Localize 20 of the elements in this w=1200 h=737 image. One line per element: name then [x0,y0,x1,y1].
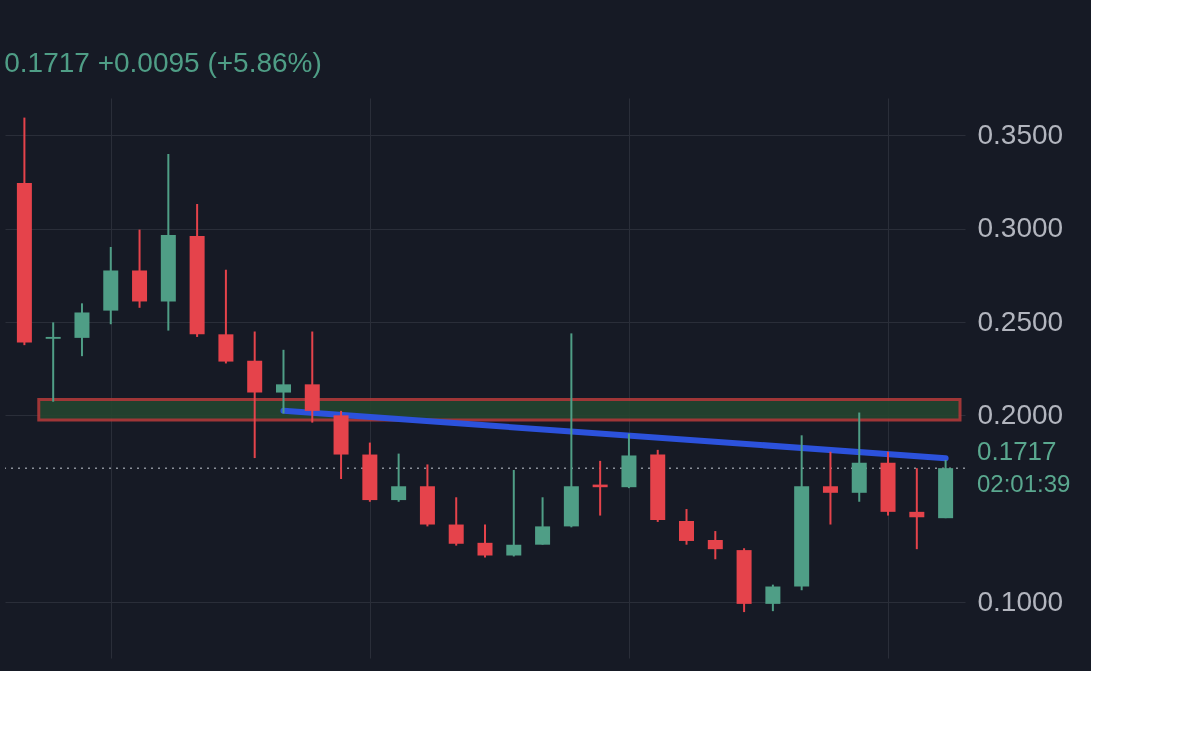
candlestick [707,530,723,561]
y-tick-label: 0.3000 [977,212,1064,244]
y-tick-label: 0.2500 [977,305,1064,337]
candlestick [765,583,781,613]
candlestick [477,523,493,559]
y-tick-label: 0.1000 [977,585,1064,617]
candlestick [45,321,61,403]
candlestick [275,348,291,415]
candlestick [909,467,925,551]
candlestick [506,469,522,558]
chart-subtitle: 0.1717 +0.0095 (+5.86%) [4,47,322,78]
candlestick [822,450,838,526]
candlestick [535,496,551,546]
text: 02:01:39 [977,470,1071,498]
y-tick-label: 0.2000 [977,398,1064,430]
ref-line-label: 0.1717 [977,436,1057,467]
candlestick [679,508,695,546]
y-tick-label: 0.3500 [977,118,1064,150]
candlestick [448,496,464,547]
candlestick [391,452,407,503]
